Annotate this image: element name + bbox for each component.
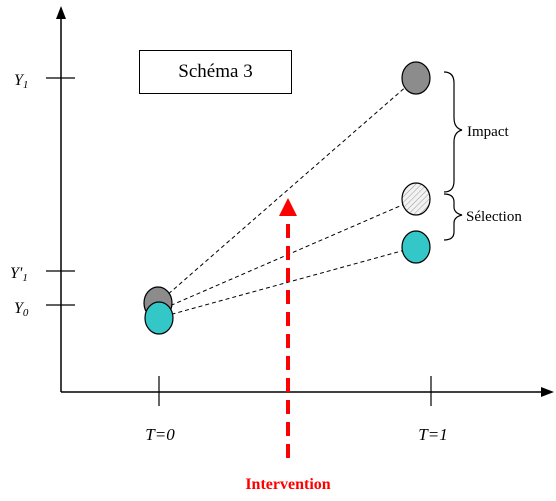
y-label-y0: Y0 (14, 300, 29, 319)
impact-brace (443, 71, 463, 193)
selection-brace (443, 193, 463, 241)
intervention-arrowhead (279, 198, 297, 216)
point-gray-t1 (401, 61, 431, 95)
point-hatched-t1 (401, 182, 431, 216)
y-axis-arrowhead (56, 6, 66, 19)
dashed-line-to-teal (157, 246, 417, 319)
schema-title-box: Schéma 3 (139, 50, 292, 94)
point-teal-t1 (401, 230, 431, 264)
dashed-line-to-y1 (157, 77, 417, 304)
point-teal-t0 (144, 301, 174, 335)
schema-title: Schéma 3 (178, 61, 253, 82)
y-label-y1: Y1 (14, 72, 28, 91)
selection-label: Sélection (466, 209, 522, 225)
x-label-t1: T=1 (418, 425, 447, 444)
impact-label: Impact (467, 124, 509, 140)
x-axis-arrowhead (541, 387, 554, 397)
y-label-y1prime: Y'1 (10, 265, 28, 284)
intervention-label: Intervention (245, 476, 330, 493)
x-label-t0: T=0 (145, 425, 175, 444)
